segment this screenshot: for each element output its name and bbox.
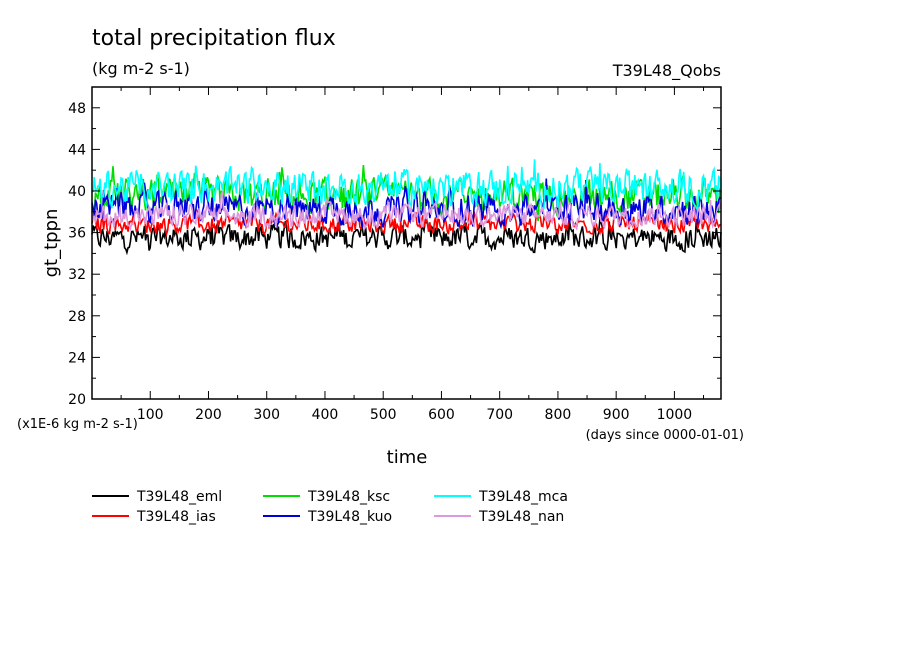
y-scale-note: (x1E-6 kg m-2 s-1) [17, 417, 138, 432]
x-tick-label: 900 [603, 407, 630, 423]
y-tick-label: 36 [68, 226, 86, 242]
series-line-T39L48_kuo [91, 178, 722, 230]
y-tick-label: 40 [68, 184, 86, 200]
legend: T39L48_eml T39L48_ias T39L48_ksc T39L48_kuo… [92, 489, 568, 525]
series-line-T39L48_eml [91, 211, 722, 256]
y-tick-label: 24 [68, 350, 86, 366]
y-axis-label: gt_tppn [41, 209, 62, 278]
series-line-T39L48_mca [91, 159, 722, 213]
legend-label-T39L48_nan: T39L48_nan [478, 509, 564, 525]
x-tick-label: 700 [486, 407, 513, 423]
chart-subtitle: (kg m-2 s-1) [92, 59, 190, 78]
x-tick-label: 300 [253, 407, 280, 423]
x-axis-label: time [387, 447, 428, 468]
x-tick-label: 200 [195, 407, 222, 423]
legend-label-T39L48_eml: T39L48_eml [136, 489, 222, 505]
plot-frame [91, 86, 722, 400]
y-tick-label: 32 [68, 267, 86, 283]
y-tick-label: 44 [68, 142, 86, 158]
x-tick-label: 800 [545, 407, 572, 423]
run-label: T39L48_Qobs [612, 61, 721, 81]
x-tick-label: 400 [312, 407, 339, 423]
ticks-layer: 20 24 28 32 36 40 44 48 100 200 300 400 500 600 700 800… [68, 87, 721, 423]
series-line-T39L48_nan [91, 189, 722, 232]
x-tick-label: 100 [137, 407, 164, 423]
series-layer [91, 159, 722, 256]
legend-label-T39L48_ias: T39L48_ias [136, 509, 216, 525]
x-tick-label: 1000 [657, 407, 693, 423]
chart-title: total precipitation flux [92, 26, 336, 51]
x-tick-label: 500 [370, 407, 397, 423]
legend-label-T39L48_mca: T39L48_mca [478, 489, 568, 505]
y-tick-label: 48 [68, 101, 86, 117]
legend-label-T39L48_ksc: T39L48_ksc [307, 489, 390, 505]
x-units-note: (days since 0000-01-01) [586, 428, 744, 443]
y-tick-label: 28 [68, 309, 86, 325]
y-tick-label: 20 [68, 392, 86, 408]
legend-label-T39L48_kuo: T39L48_kuo [307, 509, 392, 525]
x-tick-label: 600 [428, 407, 455, 423]
